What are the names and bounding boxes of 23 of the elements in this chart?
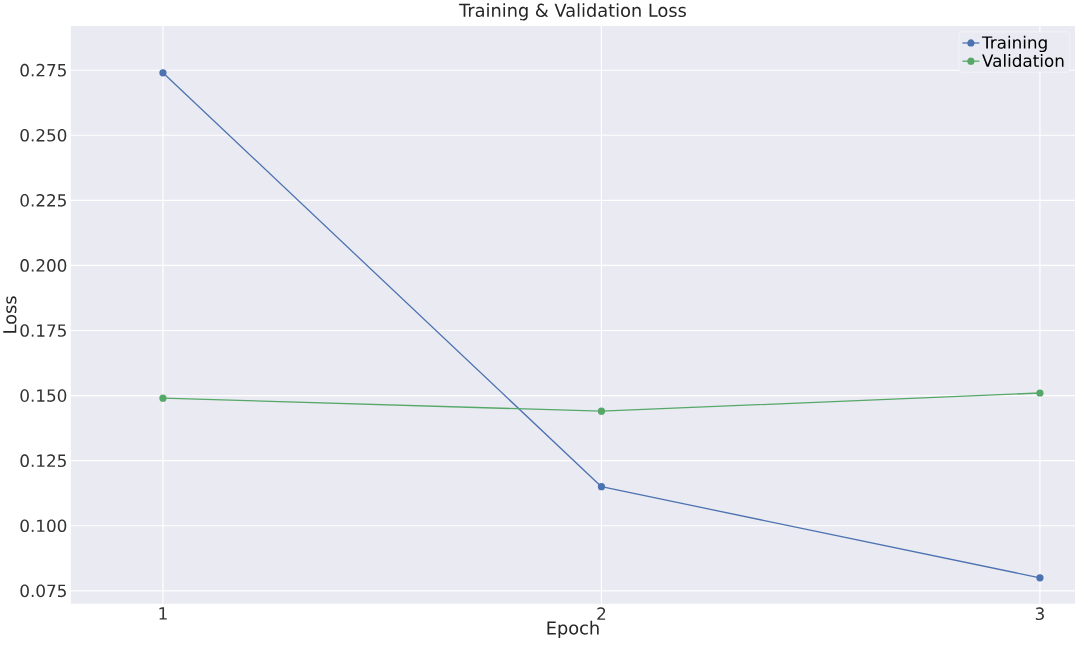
y-axis-title: Loss — [3, 296, 17, 333]
chart-title: Training & Validation Loss — [459, 3, 686, 21]
y-tick-label: 0.125 — [20, 454, 66, 467]
point — [597, 482, 606, 491]
point — [159, 69, 167, 77]
point — [1036, 574, 1044, 582]
y-tick-label: 0.200 — [20, 258, 67, 272]
point — [597, 407, 606, 415]
y-tick-label: 0.250 — [20, 128, 67, 142]
legend-label: Training — [981, 35, 1047, 52]
point — [1036, 389, 1044, 397]
y-tick-label: 0.275 — [20, 63, 66, 77]
y-tick-label: 0.225 — [20, 193, 66, 207]
x-tick-label: 1 — [159, 607, 167, 620]
y-tick-label: 0.075 — [20, 584, 66, 598]
y-tick-label: 0.175 — [20, 324, 66, 337]
y-tick-label: 0.150 — [20, 389, 67, 402]
x-tick-label: 2 — [597, 607, 606, 620]
point — [159, 394, 167, 402]
x-axis-title: Epoch — [547, 620, 599, 638]
y-tick-label: 0.100 — [20, 519, 67, 532]
x-tick-label: 3 — [1035, 607, 1044, 620]
legend-label: Validation — [982, 53, 1064, 67]
